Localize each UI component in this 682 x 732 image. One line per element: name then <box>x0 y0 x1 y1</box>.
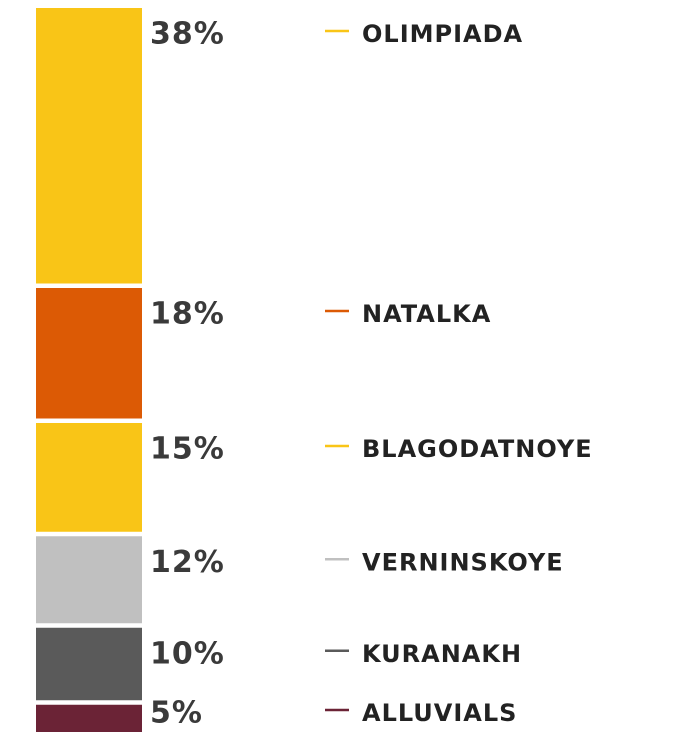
bar-segment <box>36 8 142 284</box>
legend-label: VERNINSKOYE <box>362 548 564 576</box>
bar-segment <box>36 423 142 532</box>
bar-segment <box>36 704 142 732</box>
value-label: 5% <box>150 696 203 731</box>
bar-segment <box>36 627 142 701</box>
value-label: 15% <box>150 432 225 467</box>
legend-label: OLIMPIADA <box>362 20 523 48</box>
bar-segment <box>36 536 142 624</box>
value-label: 18% <box>150 297 225 332</box>
legend-label: NATALKA <box>362 300 491 328</box>
legend-label: BLAGODATNOYE <box>362 435 593 463</box>
value-label: 12% <box>150 545 225 580</box>
bar-segment <box>36 288 142 419</box>
legend-label: ALLUVIALS <box>362 699 517 727</box>
value-label: 38% <box>150 17 225 52</box>
legend-label: KURANAKH <box>362 640 522 668</box>
value-label: 10% <box>150 636 225 671</box>
